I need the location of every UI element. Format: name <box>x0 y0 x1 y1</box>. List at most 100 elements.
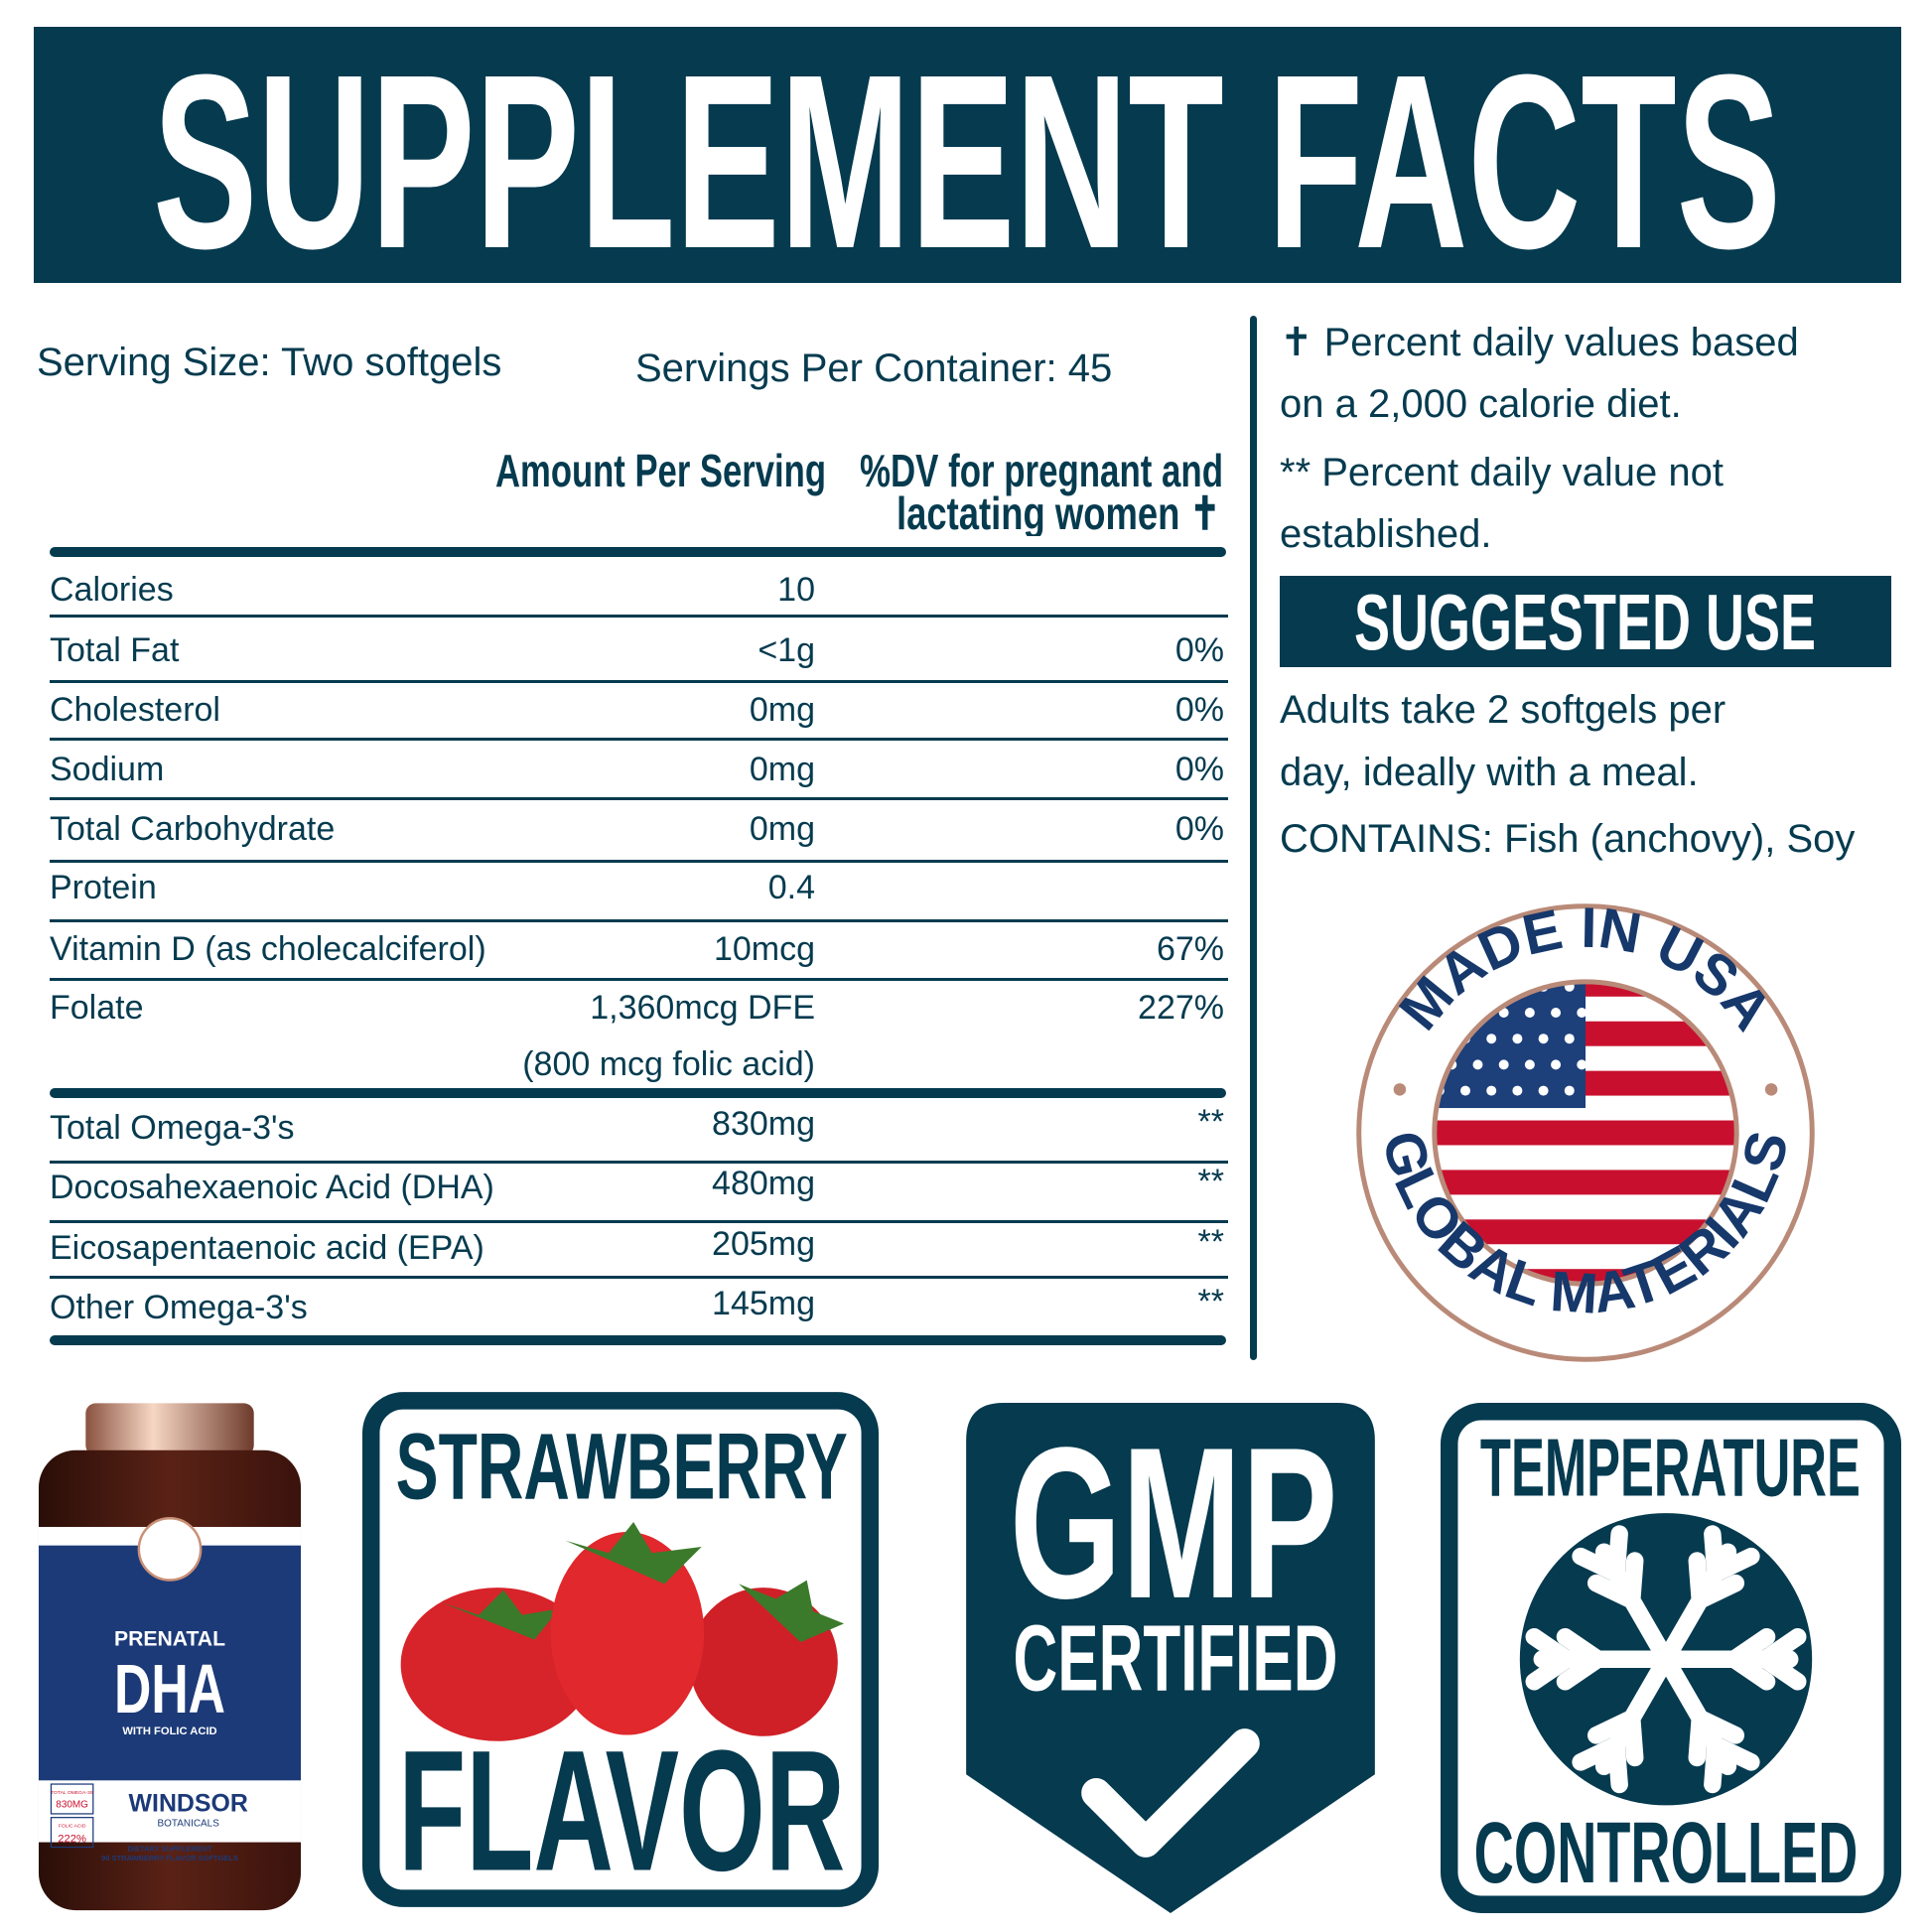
column-headers: Amount Per Serving %DV for pregnant and … <box>495 445 1223 536</box>
bottle-tag: FOLIC ACID <box>59 1824 86 1830</box>
divider <box>50 1335 1226 1345</box>
bottle-cap <box>85 1403 254 1455</box>
nutrient-amount: 145mg <box>712 1285 815 1322</box>
flag-star <box>1498 1059 1509 1070</box>
bottle-brand2: BOTANICALS <box>158 1818 220 1829</box>
note-line: on a 2,000 calorie diet. <box>1280 382 1682 426</box>
flag-star <box>1486 1085 1497 1096</box>
allergen-line: CONTAINS: Fish (anchovy), Soy <box>1280 817 1856 861</box>
suggested-use-banner: SUGGESTED USE <box>1280 576 1891 667</box>
amount-header: Amount Per Serving <box>495 445 826 496</box>
row-divider <box>50 978 1228 981</box>
flavor-top-text: STRAWBERRY <box>396 1414 848 1519</box>
bottle-desc: DIETARY SUPPLEMENT <box>128 1844 212 1853</box>
table-row: Eicosapentaenoic acid (EPA) 205mg ** <box>50 1223 1226 1270</box>
flag-star <box>1524 1008 1535 1018</box>
nutrient-name: Cholesterol <box>50 691 220 729</box>
nutrient-amount: 480mg <box>712 1165 815 1202</box>
nutrient-dv: ** <box>1197 1103 1224 1141</box>
strawberry-flavor-icon: STRAWBERRY FLAVOR <box>362 1392 879 1907</box>
flag-star <box>1460 1085 1470 1096</box>
nutrient-amount: 0mg <box>749 751 815 788</box>
flag-star <box>1512 1085 1523 1096</box>
flag-star <box>1577 1008 1587 1018</box>
divider <box>50 547 1226 557</box>
table-row: Docosahexaenoic Acid (DHA) 480mg ** <box>50 1163 1226 1209</box>
snowflake-arms <box>1525 1525 1807 1794</box>
nutrient-name: Folate <box>50 989 144 1027</box>
snowflake-icon <box>1519 1513 1813 1806</box>
nutrient-name: Other Omega-3's <box>50 1289 308 1326</box>
table-row: Other Omega-3's 145mg ** <box>50 1283 1226 1329</box>
bottle-tag: 222% <box>58 1834 86 1846</box>
temp-top-text: TEMPERATURE <box>1480 1423 1861 1514</box>
nutrient-dv: ** <box>1197 1223 1224 1261</box>
gmp-certified-icon: GMP CERTIFIED <box>966 1403 1375 1913</box>
flag-stripe <box>1434 1120 1737 1146</box>
title-banner: SUPPLEMENT FACTS <box>34 23 1901 300</box>
divider <box>50 1088 1226 1098</box>
nutrient-name: Protein <box>50 869 157 906</box>
table-row: Calories 10 <box>50 570 1226 612</box>
flag-star <box>1524 1059 1535 1070</box>
row-divider <box>50 1276 1228 1279</box>
suggested-line: day, ideally with a meal. <box>1280 751 1699 794</box>
suggested-line: Adults take 2 softgels per <box>1280 688 1726 732</box>
row-divider <box>50 680 1228 683</box>
page-title: SUPPLEMENT FACTS <box>153 27 1781 283</box>
nutrient-name: Sodium <box>50 751 165 788</box>
title-svg: SUPPLEMENT FACTS <box>153 23 1781 300</box>
nutrient-dv: 67% <box>1156 930 1224 968</box>
nutrient-dv: 0% <box>1174 691 1224 729</box>
note-line: ** Percent daily value not <box>1280 451 1724 494</box>
flag-star <box>1564 1034 1575 1044</box>
temperature-controlled-icon: TEMPERATURE CONTROLLED <box>1441 1403 1901 1913</box>
table-row: Total Carbohydrate 0mg 0% <box>50 809 1226 851</box>
table-row: Total Fat <1g 0% <box>50 630 1226 672</box>
flag-star <box>1551 1059 1562 1070</box>
flag-star <box>1472 1059 1483 1070</box>
nutrient-name: Docosahexaenoic Acid (DHA) <box>50 1169 494 1206</box>
strawberry-icon <box>400 1522 845 1741</box>
row-divider <box>50 919 1228 922</box>
flag-star <box>1538 1034 1549 1044</box>
nutrient-amount: 10mcg <box>713 930 815 968</box>
nutrient-name: Total Omega-3's <box>50 1109 295 1147</box>
nutrient-dv: ** <box>1197 1283 1224 1320</box>
table-row: Vitamin D (as cholecalciferol) 10mcg 67% <box>50 929 1226 971</box>
nutrient-amount: 830mg <box>712 1105 815 1143</box>
flag-star <box>1486 1034 1497 1044</box>
suggested-use-title: SUGGESTED USE <box>1354 578 1816 666</box>
nutrient-name: Vitamin D (as cholecalciferol) <box>50 930 486 968</box>
nutrient-name: Eicosapentaenoic acid (EPA) <box>50 1229 484 1267</box>
row-divider <box>50 1220 1228 1223</box>
flag-star <box>1577 1059 1587 1070</box>
row-divider <box>50 738 1228 741</box>
flag-star <box>1551 1008 1562 1018</box>
nutrient-dv: ** <box>1197 1163 1224 1200</box>
nutrient-amount-detail: (800 mcg folic acid) <box>522 1045 815 1083</box>
nutrient-dv: 0% <box>1174 810 1224 848</box>
row-divider <box>50 860 1228 863</box>
nutrient-dv: 0% <box>1174 751 1224 788</box>
nutrient-amount: <1g <box>758 631 815 669</box>
row-divider <box>50 1161 1228 1164</box>
flag-star <box>1512 1034 1523 1044</box>
temp-bottom-text: CONTROLLED <box>1474 1804 1859 1901</box>
bottle-tag: 830MG <box>56 1800 88 1811</box>
table-row: Cholesterol 0mg 0% <box>50 690 1226 732</box>
flag-star <box>1564 1085 1575 1096</box>
bottle-prenatal: PRENATAL <box>114 1628 225 1651</box>
table-row: Protein 0.4 <box>50 868 1226 909</box>
product-bottle-image: PRENATAL DHA WITH FOLIC ACID WINDSOR BOT… <box>38 1403 302 1911</box>
nutrient-dv: 227% <box>1138 989 1224 1027</box>
bottle-brand: WINDSOR <box>129 1789 248 1817</box>
bottle-desc: 90 STRAWBERRY FLAVOR SOFTGELS <box>101 1854 238 1863</box>
bottle-dha: DHA <box>114 1650 225 1727</box>
flag-star <box>1538 1085 1549 1096</box>
nutrient-dv: 0% <box>1174 631 1224 669</box>
bottle-tag: TOTAL OMEGA-3S <box>51 1790 94 1796</box>
nutrient-amount: 0mg <box>749 810 815 848</box>
note-line: ✝ Percent daily values based <box>1280 321 1799 364</box>
nutrient-name: Total Carbohydrate <box>50 810 336 848</box>
